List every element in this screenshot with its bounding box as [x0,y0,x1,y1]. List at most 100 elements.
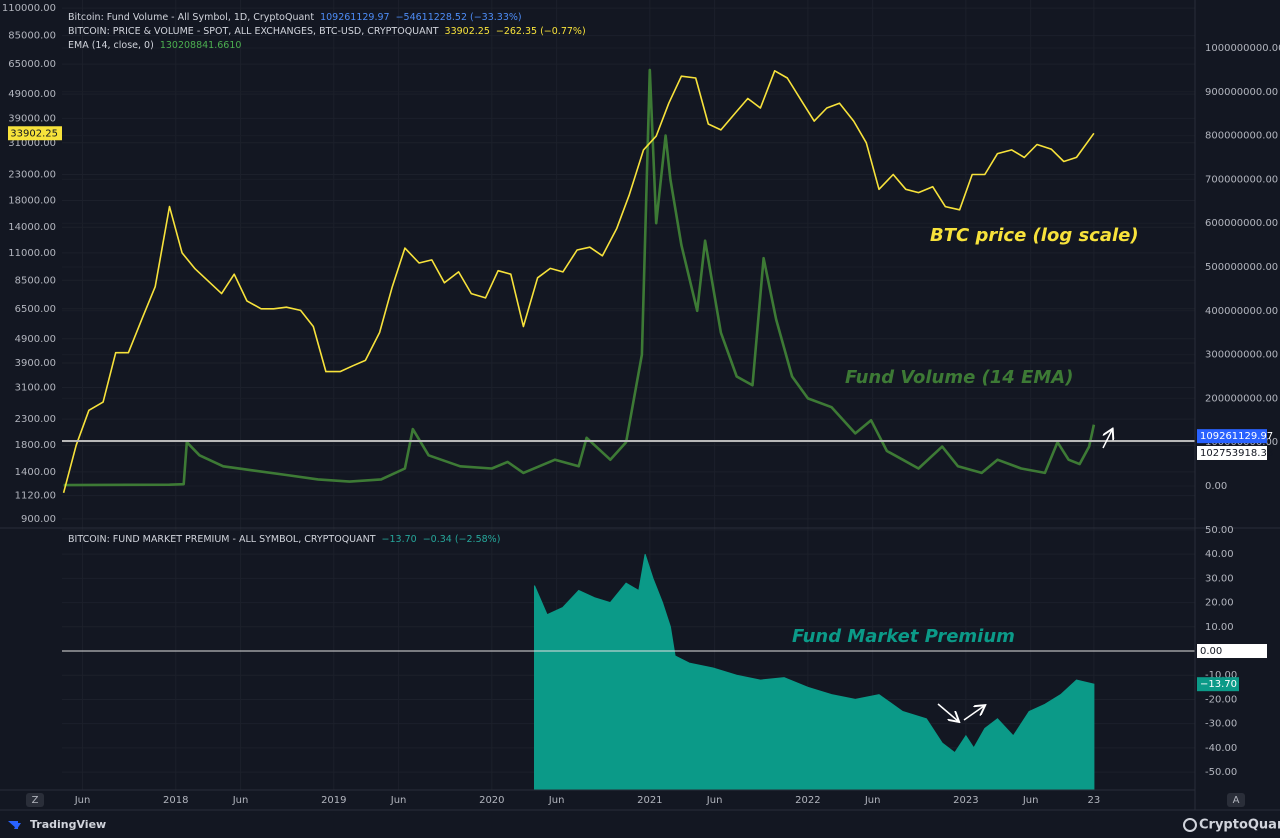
y-tick-label: 49000.00 [8,89,56,100]
y-tick-label: 14000.00 [8,222,56,233]
y2-tick-label: 400000000.00 [1205,306,1278,317]
y2-tick-label: 200000000.00 [1205,393,1278,404]
legend-text: −262.35 (−0.77%) [495,26,586,37]
x-tick-label: 2018 [163,795,188,806]
y-tick-label: 6500.00 [15,304,56,315]
button-label[interactable]: Z [32,795,39,806]
x-tick-label: Jun [1022,795,1039,806]
x-tick-label: 2019 [321,795,346,806]
y-tick-label: 30.00 [1205,573,1234,584]
y-tick-label: 23000.00 [8,169,56,180]
y2-tick-label: 600000000.00 [1205,218,1278,229]
y2-tick-label: 300000000.00 [1205,350,1278,361]
legend-text: EMA (14, close, 0) [68,40,154,51]
legend-row: BITCOIN: FUND MARKET PREMIUM - ALL SYMBO… [68,533,506,547]
brand: CryptoQuant [1199,818,1280,833]
price-badge-label: 33902.25 [10,128,58,139]
legend-text: BITCOIN: PRICE & VOLUME - SPOT, ALL EXCH… [68,26,439,37]
legend-row: BITCOIN: PRICE & VOLUME - SPOT, ALL EXCH… [68,25,592,39]
x-tick-label: Jun [232,795,249,806]
y-tick-label: 10.00 [1205,622,1234,633]
y-tick-label: 20.00 [1205,598,1234,609]
price-badge [1197,429,1267,444]
y-tick-label: -50.00 [1205,767,1237,778]
button-label[interactable]: A [1233,795,1240,806]
line [62,70,1095,494]
area [534,554,1095,790]
y2-tick-label: 0.00 [1205,481,1227,492]
y-tick-label: 3900.00 [15,358,56,369]
button[interactable] [1227,793,1245,807]
price-badge-label: 102753918.33 [1200,448,1273,459]
price-badge-label: 109261129.97 [1200,431,1273,442]
y2-tick-label: 500000000.00 [1205,262,1278,273]
legend-text: −54611228.52 (−33.33%) [395,12,522,23]
price-badge [1197,644,1267,659]
legend: Bitcoin: Fund Volume - All Symbol, 1D, C… [68,11,592,53]
y-tick-label: 1800.00 [15,440,56,451]
x-tick-label: Jun [706,795,723,806]
x-tick-label: Jun [390,795,407,806]
series-group [62,68,1096,494]
logo [1183,818,1197,832]
legend-text: −13.70 [381,534,417,545]
line [63,68,1096,487]
legend-text: Bitcoin: Fund Volume - All Symbol, 1D, C… [68,12,315,23]
price-badge [1197,445,1267,460]
y-tick-label: -20.00 [1205,694,1237,705]
y-tick-label: -10.00 [1205,670,1237,681]
y2-tick-label: 1000000000.00 [1205,43,1280,54]
legend: BITCOIN: FUND MARKET PREMIUM - ALL SYMBO… [68,533,506,547]
x-tick-label: Jun [74,795,91,806]
x-tick-label: 2022 [795,795,820,806]
plot-area [62,68,1195,790]
grid [62,0,1195,790]
y-tick-label: -30.00 [1205,719,1237,730]
button[interactable] [26,793,44,807]
legend-row: EMA (14, close, 0) 130208841.6610 [68,39,592,53]
labels: 110000.00 85000.00 65000.00 49000.00 39000.0… [2,3,1280,806]
arrow [1102,430,1112,449]
y-tick-label: 18000.00 [8,196,56,207]
y2-tick-label: 700000000.00 [1205,174,1278,185]
annotation: Fund Volume (14 EMA) [845,367,1073,388]
y-tick-label: 1120.00 [15,491,56,502]
price-badge [8,126,62,141]
y2-tick-label: 900000000.00 [1205,87,1278,98]
legend-row: Bitcoin: Fund Volume - All Symbol, 1D, C… [68,11,592,25]
legend-text: BITCOIN: FUND MARKET PREMIUM - ALL SYMBO… [68,534,376,545]
y-tick-label: 900.00 [21,514,56,525]
legend-text: 109261129.97 [320,12,390,23]
price-badge-label: −13.70 [1200,679,1237,690]
x-tick-label: Jun [864,795,881,806]
annotation: Fund Market Premium [792,626,1015,647]
y-tick-label: 3100.00 [15,382,56,393]
y-tick-label: 11000.00 [8,248,56,259]
y-tick-label: 85000.00 [8,31,56,42]
x-tick-label: 2023 [953,795,978,806]
y-tick-label: 65000.00 [8,59,56,70]
y-tick-label: 50.00 [1205,525,1234,536]
x-tick-label: Jun [548,795,565,806]
y-tick-label: 8500.00 [15,275,56,286]
legend-text: −0.34 (−2.58%) [422,534,501,545]
legend-text: 33902.25 [444,26,490,37]
price-badge [1197,677,1239,692]
y-tick-label: 40.00 [1205,549,1234,560]
arrow [963,706,984,721]
y-tick-label: -40.00 [1205,743,1237,754]
annotation: BTC price (log scale) [930,225,1139,246]
y-tick-label: 110000.00 [2,3,56,14]
brand: TradingView [30,818,106,831]
price-badge-label: 0.00 [1200,646,1222,657]
y-tick-label: 4900.00 [15,334,56,345]
y2-tick-label: 800000000.00 [1205,131,1278,142]
logo [8,821,21,829]
x-tick-label: 23 [1088,795,1101,806]
y-tick-label: 31000.00 [8,138,56,149]
series-group [534,554,1095,790]
y-tick-label: 2300.00 [15,414,56,425]
y-tick-label: 39000.00 [8,113,56,124]
